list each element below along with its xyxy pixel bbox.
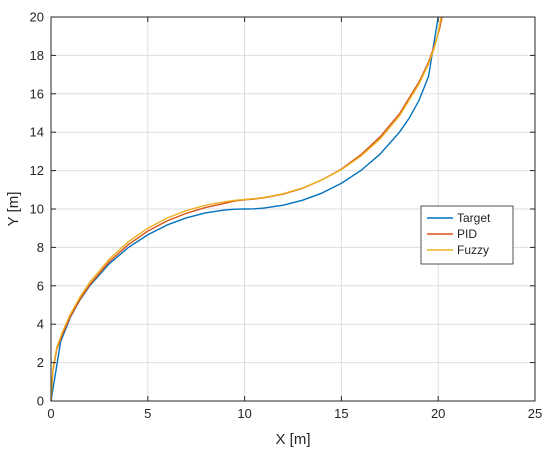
y-tick-label: 0 <box>37 394 44 409</box>
x-tick-label: 0 <box>47 406 54 421</box>
y-tick-label: 20 <box>30 10 44 25</box>
legend-label-target: Target <box>457 211 491 225</box>
series-line-fuzzy <box>50 16 442 402</box>
y-tick-label: 10 <box>30 202 44 217</box>
y-axis-label: Y [m] <box>5 192 22 227</box>
y-tick-label: 6 <box>37 278 44 293</box>
x-axis-ticks: 0 5 10 15 20 25 <box>47 17 542 421</box>
x-tick-label: 5 <box>144 406 151 421</box>
legend: Target PID Fuzzy <box>420 205 514 265</box>
x-tick-label: 10 <box>237 406 251 421</box>
x-axis-label: X [m] <box>275 431 310 448</box>
series-line-target <box>50 16 439 402</box>
y-tick-label: 14 <box>30 125 44 140</box>
y-tick-label: 12 <box>30 163 44 178</box>
x-tick-label: 20 <box>431 406 445 421</box>
x-tick-label: 15 <box>334 406 348 421</box>
y-tick-label: 2 <box>37 355 44 370</box>
y-tick-label: 18 <box>30 48 44 63</box>
y-tick-label: 16 <box>30 86 44 101</box>
y-axis-ticks: 0 2 4 6 8 10 12 14 16 18 20 <box>30 10 535 409</box>
legend-label-fuzzy: Fuzzy <box>457 243 489 257</box>
y-tick-label: 4 <box>37 317 44 332</box>
legend-label-pid: PID <box>457 227 477 241</box>
series-layer <box>50 16 443 402</box>
y-tick-label: 8 <box>37 240 44 255</box>
x-tick-label: 25 <box>528 406 542 421</box>
legend-box <box>420 205 514 265</box>
